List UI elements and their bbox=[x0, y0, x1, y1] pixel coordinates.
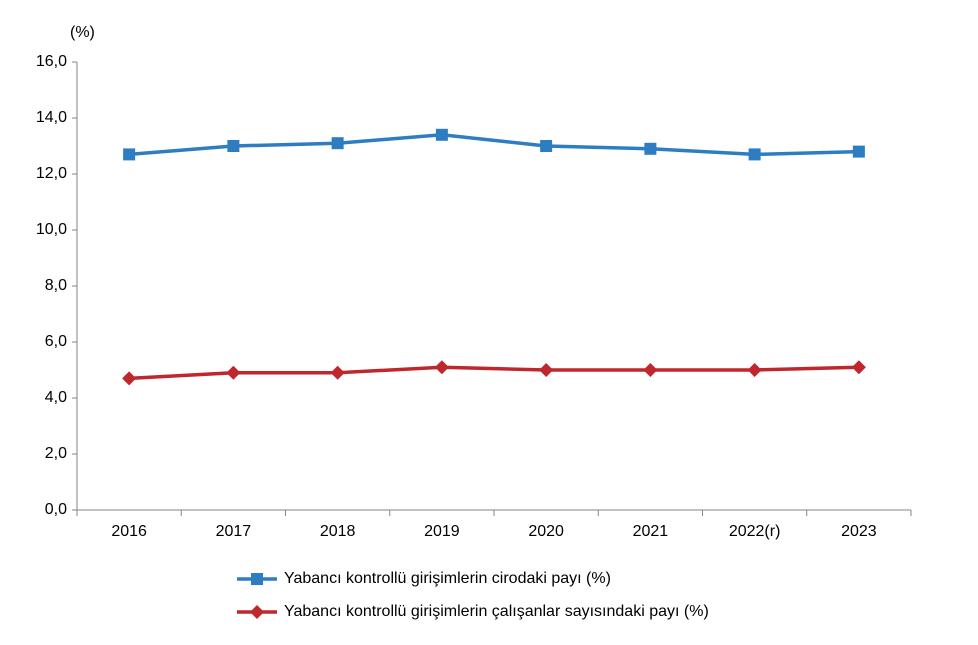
y-tick-label: 14,0 bbox=[36, 109, 67, 126]
y-tick-label: 12,0 bbox=[36, 165, 67, 182]
data-point bbox=[644, 142, 657, 155]
legend-label: Yabancı kontrollü girişimlerin cirodaki … bbox=[284, 570, 611, 587]
data-point bbox=[851, 360, 866, 375]
data-point bbox=[643, 363, 658, 377]
data-point bbox=[748, 148, 761, 161]
data-point bbox=[435, 128, 448, 141]
data-point bbox=[227, 140, 240, 152]
legend-marker bbox=[251, 573, 263, 585]
y-tick-label: 8,0 bbox=[45, 277, 67, 294]
x-tick-label: 2021 bbox=[633, 523, 669, 540]
x-tick-label: 2016 bbox=[111, 523, 147, 540]
x-tick-label: 2019 bbox=[424, 523, 460, 540]
x-tick-label: 2023 bbox=[841, 523, 877, 540]
x-tick-label: 2022(r) bbox=[729, 523, 781, 540]
data-point bbox=[434, 360, 449, 375]
data-point bbox=[330, 365, 345, 380]
y-tick-label: 16,0 bbox=[36, 53, 67, 70]
y-tick-label: 2,0 bbox=[45, 445, 67, 462]
legend-label: Yabancı kontrollü girişimlerin çalışanla… bbox=[284, 603, 709, 620]
data-point bbox=[331, 137, 344, 150]
series-line bbox=[128, 133, 859, 157]
data-point bbox=[122, 371, 137, 386]
y-tick-label: 4,0 bbox=[45, 389, 67, 406]
data-point bbox=[226, 365, 241, 380]
data-point bbox=[747, 363, 762, 377]
y-tick-label: 6,0 bbox=[45, 333, 67, 350]
y-unit-label: (%) bbox=[70, 24, 95, 41]
data-point bbox=[123, 148, 136, 161]
x-tick-label: 2018 bbox=[320, 523, 356, 540]
x-tick-label: 2017 bbox=[216, 523, 252, 540]
y-tick-label: 0,0 bbox=[45, 501, 67, 518]
x-tick-label: 2020 bbox=[528, 523, 564, 540]
data-point bbox=[852, 145, 865, 158]
y-tick-label: 10,0 bbox=[36, 221, 67, 238]
series-line bbox=[129, 365, 859, 381]
data-point bbox=[540, 140, 553, 152]
data-point bbox=[539, 363, 554, 377]
legend-marker bbox=[250, 605, 264, 619]
